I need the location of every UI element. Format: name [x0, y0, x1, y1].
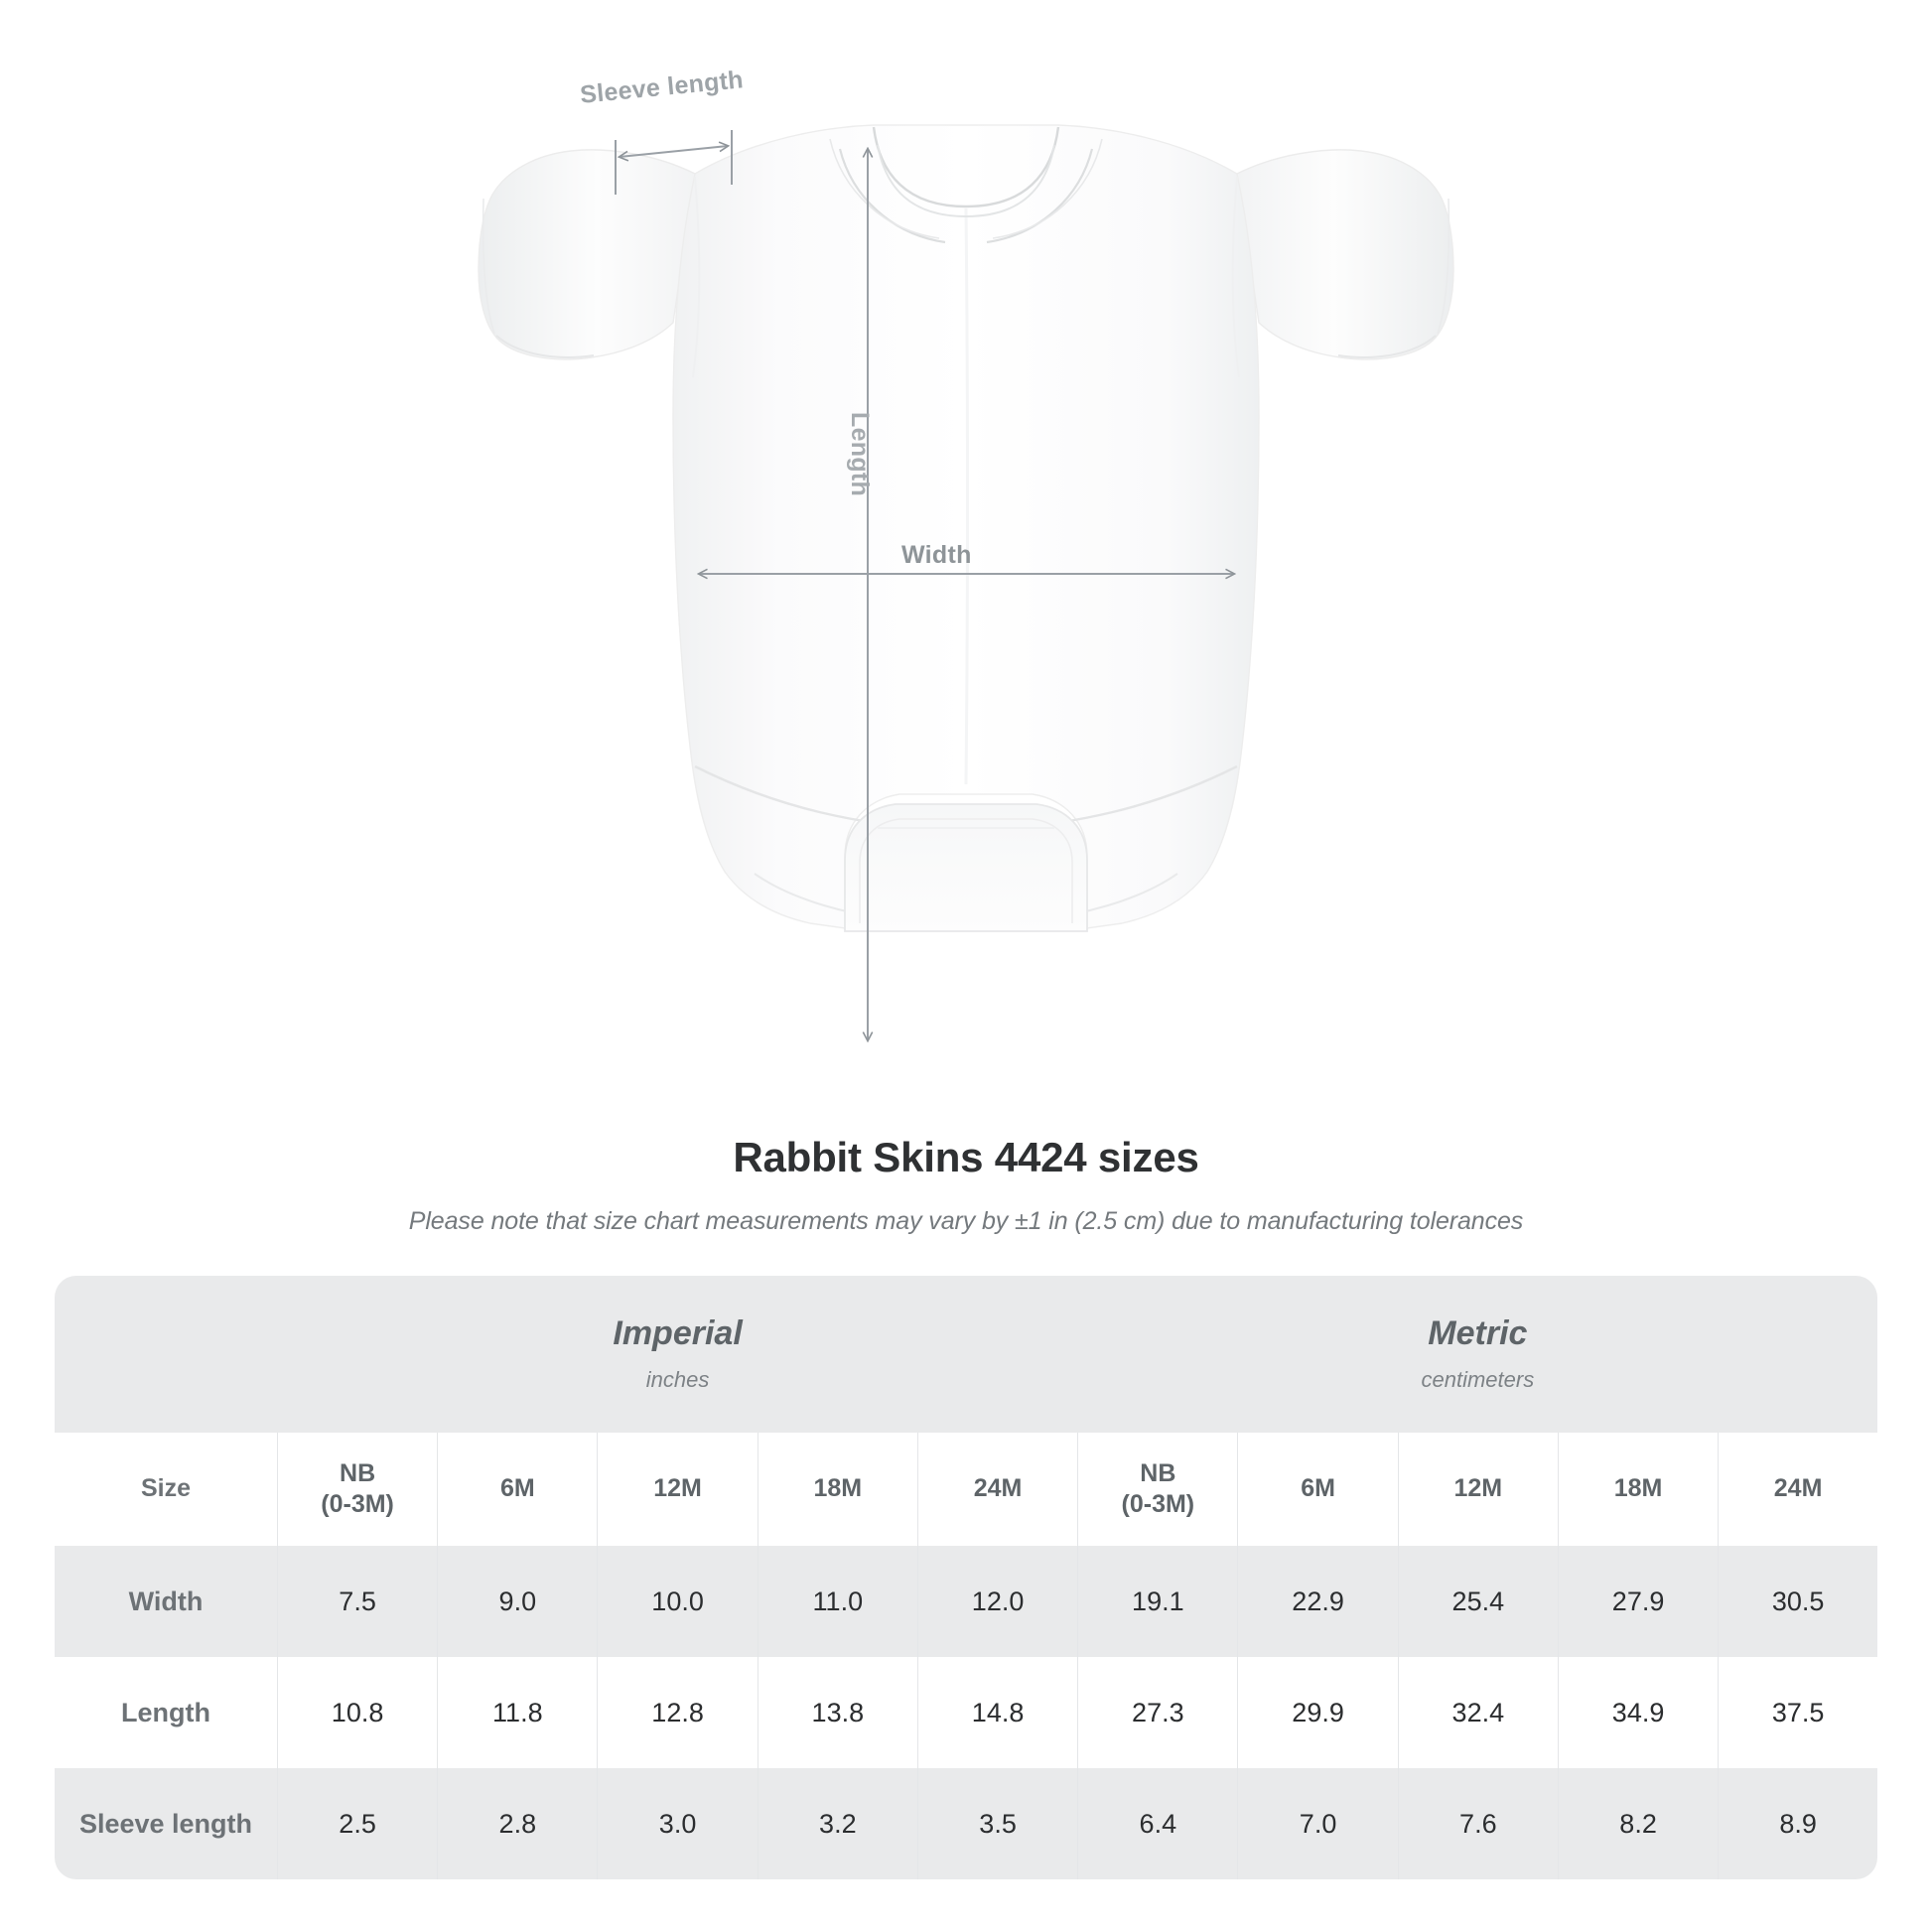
- header-size: Size: [55, 1433, 278, 1546]
- imperial-unit-cell: Imperial inches: [277, 1276, 1078, 1433]
- cell-sleeve-metric-6m: 7.0: [1237, 1768, 1399, 1879]
- right-lap-shoulder-edge: [992, 138, 1103, 239]
- header-imperial-24m: 24M: [916, 1433, 1078, 1546]
- header-metric-18m-line1: 18M: [1613, 1474, 1663, 1503]
- table-row: Width 7.5 9.0 10.0 11.0 12.0 19.1 22.9 2…: [55, 1546, 1877, 1657]
- bodysuit-body: [672, 124, 1260, 929]
- header-imperial-18m-line1: 18M: [813, 1474, 863, 1503]
- left-sleeve-fold: [482, 198, 495, 335]
- left-sleeve: [478, 149, 696, 360]
- page-title: Rabbit Skins 4424 sizes: [733, 1134, 1199, 1180]
- imperial-unit-name: inches: [645, 1366, 710, 1392]
- cell-width-imperial-12m: 10.0: [597, 1546, 759, 1657]
- cell-length-imperial-12m: 12.8: [597, 1657, 759, 1768]
- cell-sleeve-imperial-24m: 3.5: [916, 1768, 1078, 1879]
- cell-sleeve-imperial-18m: 3.2: [757, 1768, 918, 1879]
- header-imperial-18m: 18M: [757, 1433, 918, 1546]
- header-imperial-6m-line1: 6M: [499, 1474, 535, 1503]
- column-header-row: Size NB (0-3M) 6M 12M 18M 24M: [55, 1433, 1877, 1546]
- bodysuit-drawing: [478, 124, 1454, 1112]
- cell-length-imperial-nb: 10.8: [276, 1657, 438, 1768]
- header-metric-24m-line1: 24M: [1773, 1474, 1823, 1503]
- cell-sleeve-metric-nb: 6.4: [1077, 1768, 1238, 1879]
- right-lap-shoulder: [986, 148, 1094, 244]
- metric-system-label: Metric: [1428, 1314, 1528, 1353]
- header-metric-12m: 12M: [1397, 1433, 1559, 1546]
- cell-length-imperial-18m: 13.8: [757, 1657, 918, 1768]
- title-block: Rabbit Skins 4424 sizes Please note that…: [0, 1134, 1932, 1236]
- right-sleeve-hem: [1337, 335, 1437, 358]
- cell-length-imperial-6m: 11.8: [437, 1657, 598, 1768]
- header-metric-nb: NB (0-3M): [1077, 1433, 1238, 1546]
- sleeve-length-arrow: [620, 146, 728, 157]
- metric-unit-name: centimeters: [1421, 1366, 1535, 1392]
- header-imperial-6m: 6M: [437, 1433, 598, 1546]
- table-row: Length 10.8 11.8 12.8 13.8 14.8 27.3 29.…: [55, 1657, 1877, 1768]
- table-row: Sleeve length 2.5 2.8 3.0 3.2 3.5 6.4 7.…: [55, 1768, 1877, 1879]
- cell-sleeve-metric-18m: 8.2: [1557, 1768, 1719, 1879]
- header-imperial-nb-line1: NB: [340, 1458, 376, 1487]
- row-label-sleeve-length: Sleeve length: [55, 1768, 278, 1879]
- cell-sleeve-metric-12m: 7.6: [1397, 1768, 1559, 1879]
- cell-length-metric-24m: 37.5: [1718, 1657, 1877, 1768]
- size-table-wrapper: Imperial inches Metric centimeters Size …: [55, 1276, 1877, 1879]
- row-label-width: Width: [55, 1546, 278, 1657]
- cell-length-metric-12m: 32.4: [1397, 1657, 1559, 1768]
- unit-band-row: Imperial inches Metric centimeters: [55, 1276, 1877, 1433]
- cell-length-metric-18m: 34.9: [1557, 1657, 1719, 1768]
- header-imperial-24m-line1: 24M: [973, 1474, 1023, 1503]
- size-table: Imperial inches Metric centimeters Size …: [55, 1276, 1877, 1879]
- left-armhole-seam: [692, 176, 701, 378]
- row-label-length: Length: [55, 1657, 278, 1768]
- header-imperial-12m: 12M: [597, 1433, 759, 1546]
- header-metric-nb-line2: (0-3M): [1121, 1490, 1195, 1518]
- cell-width-metric-nb: 19.1: [1077, 1546, 1238, 1657]
- left-sleeve-hem: [495, 335, 595, 358]
- header-imperial-12m-line1: 12M: [653, 1474, 702, 1503]
- cell-width-imperial-18m: 11.0: [757, 1546, 918, 1657]
- unit-band-spacer: [55, 1276, 278, 1433]
- cell-length-metric-6m: 29.9: [1237, 1657, 1399, 1768]
- header-metric-nb-line1: NB: [1140, 1458, 1176, 1487]
- cell-width-metric-12m: 25.4: [1397, 1546, 1559, 1657]
- length-label: Length: [846, 412, 874, 497]
- width-label: Width: [901, 541, 972, 569]
- right-sleeve-fold: [1437, 198, 1450, 335]
- cell-sleeve-imperial-nb: 2.5: [276, 1768, 438, 1879]
- cell-width-metric-6m: 22.9: [1237, 1546, 1399, 1657]
- left-lap-shoulder: [838, 148, 946, 244]
- cell-width-metric-24m: 30.5: [1718, 1546, 1877, 1657]
- header-metric-12m-line1: 12M: [1453, 1474, 1503, 1503]
- neck-ribbing: [877, 144, 1055, 218]
- cell-sleeve-metric-24m: 8.9: [1718, 1768, 1877, 1879]
- tolerance-note: Please note that size chart measurements…: [408, 1207, 1524, 1235]
- cell-width-imperial-6m: 9.0: [437, 1546, 598, 1657]
- neck-opening: [872, 126, 1060, 208]
- header-metric-6m: 6M: [1237, 1433, 1399, 1546]
- header-metric-18m: 18M: [1557, 1433, 1719, 1546]
- metric-unit-cell: Metric centimeters: [1077, 1276, 1877, 1433]
- cell-width-metric-18m: 27.9: [1557, 1546, 1719, 1657]
- body-center-fold: [964, 207, 969, 785]
- header-imperial-nb-line2: (0-3M): [321, 1490, 394, 1518]
- cell-sleeve-imperial-12m: 3.0: [597, 1768, 759, 1879]
- header-imperial-nb: NB (0-3M): [276, 1433, 438, 1546]
- right-armhole-seam: [1231, 176, 1240, 378]
- cell-width-imperial-nb: 7.5: [276, 1546, 438, 1657]
- cell-length-imperial-24m: 14.8: [916, 1657, 1078, 1768]
- snap-crotch-gusset: [844, 803, 1088, 932]
- garment-illustration: Sleeve length Length Width: [478, 66, 1454, 1112]
- imperial-system-label: Imperial: [613, 1314, 743, 1353]
- cell-length-metric-nb: 27.3: [1077, 1657, 1238, 1768]
- header-metric-6m-line1: 6M: [1301, 1474, 1335, 1503]
- cell-width-imperial-24m: 12.0: [916, 1546, 1078, 1657]
- right-sleeve: [1236, 149, 1454, 360]
- cell-sleeve-imperial-6m: 2.8: [437, 1768, 598, 1879]
- header-metric-24m: 24M: [1718, 1433, 1877, 1546]
